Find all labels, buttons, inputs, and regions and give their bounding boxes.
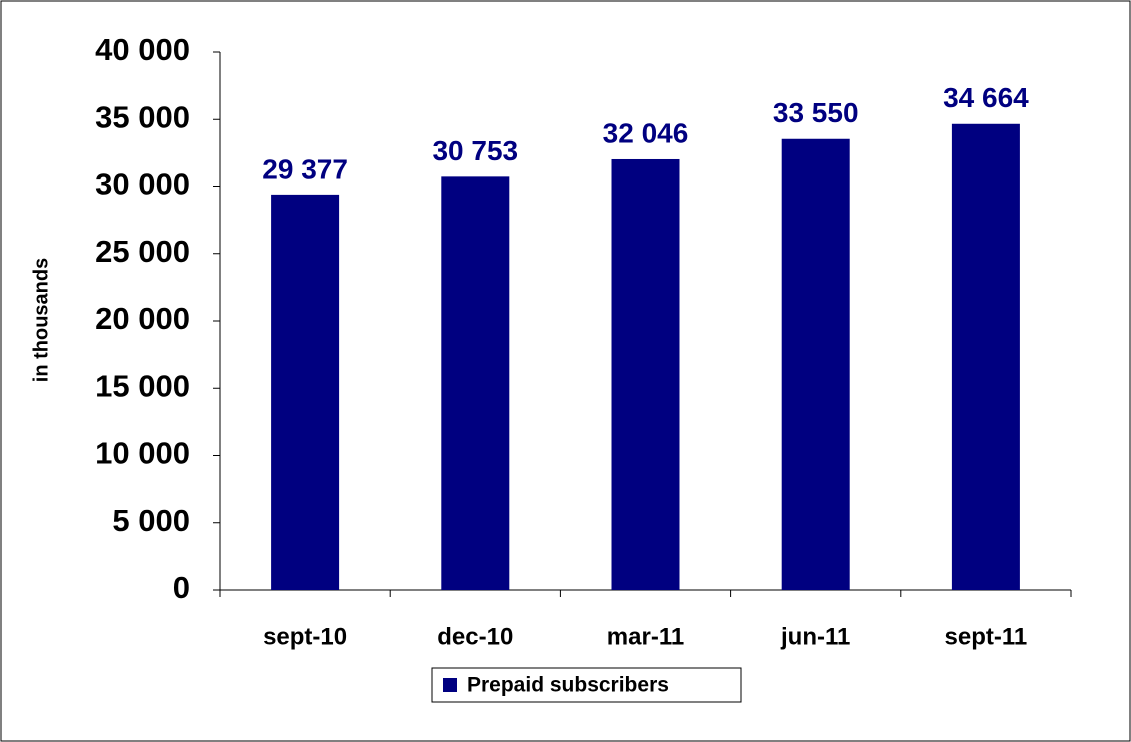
x-tick-label: sept-10 (263, 623, 347, 650)
x-tick-label: sept-11 (945, 623, 1028, 650)
data-label: 34 664 (943, 82, 1029, 113)
y-tick-label: 25 000 (95, 234, 190, 269)
y-axis-label: in thousands (30, 258, 52, 382)
data-label: 30 753 (432, 135, 518, 166)
bar (611, 158, 680, 590)
y-tick-label: 35 000 (95, 99, 190, 134)
bar (441, 176, 510, 591)
y-tick-label: 10 000 (95, 436, 190, 471)
x-tick-label: jun-11 (780, 623, 850, 650)
x-tick-label: dec-10 (437, 623, 513, 650)
data-label: 29 377 (262, 153, 348, 184)
y-tick-label: 20 000 (95, 301, 190, 336)
y-tick-label: 30 000 (95, 167, 190, 202)
bar (781, 138, 850, 590)
data-label: 33 550 (773, 97, 859, 128)
y-tick-label: 40 000 (95, 32, 190, 67)
y-tick-label: 5 000 (112, 503, 190, 538)
legend-swatch (443, 678, 457, 692)
y-tick-label: 15 000 (95, 368, 190, 403)
legend (431, 667, 742, 703)
bar (271, 194, 340, 591)
bar (951, 123, 1020, 591)
data-label: 32 046 (603, 117, 689, 148)
y-tick-label: 0 (173, 570, 190, 605)
legend-label: Prepaid subscribers (467, 674, 669, 697)
x-tick-label: mar-11 (607, 623, 684, 650)
